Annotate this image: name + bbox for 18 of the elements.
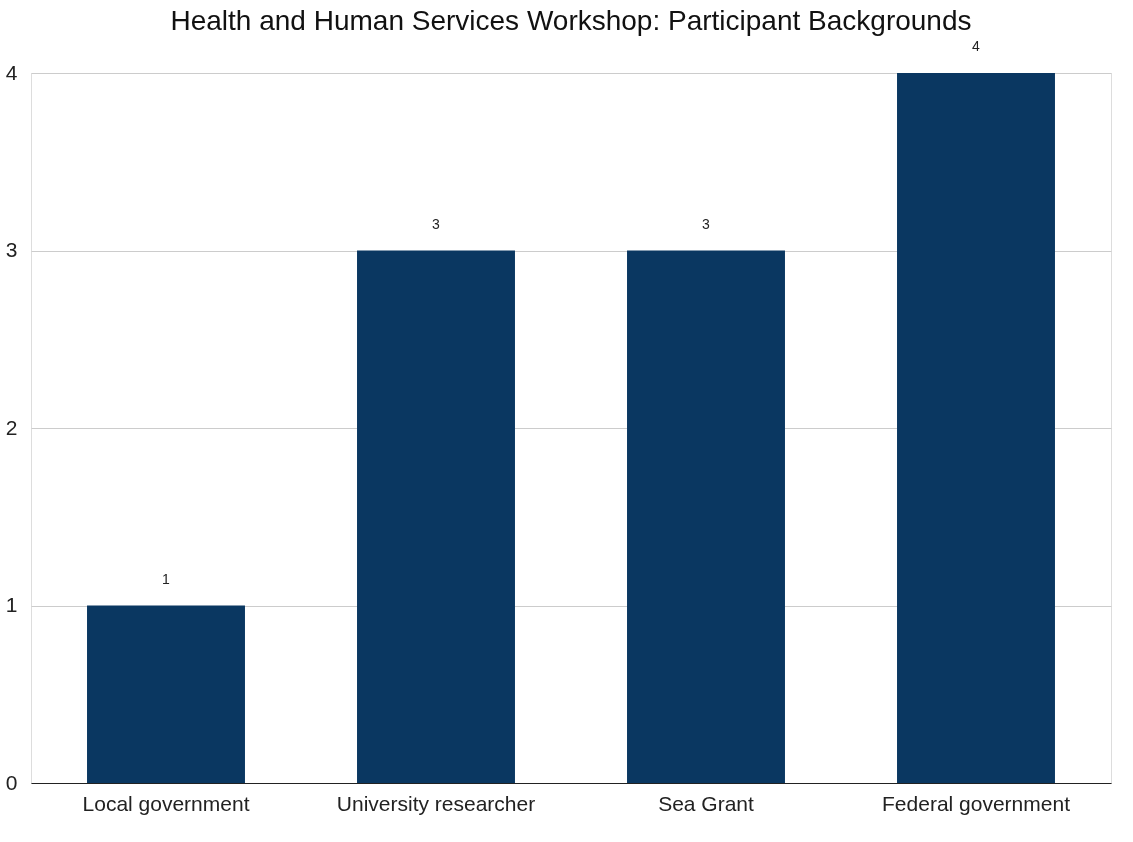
x-tick-label: Local government [82,791,250,815]
chart-title: Health and Human Services Workshop: Participant Backgrounds [170,5,972,36]
x-tick-label: Federal government [882,791,1071,815]
x-tick-label: University researcher [336,791,536,815]
y-tick-label: 4 [5,60,18,84]
data-label: 3 [432,215,441,232]
data-label: 3 [702,215,711,232]
y-tick-label: 3 [5,238,18,261]
bar [87,605,245,783]
y-tick-label: 1 [5,593,18,616]
data-label: 1 [162,570,171,587]
x-tick-label: Sea Grant [658,791,755,815]
y-tick-label: 2 [5,415,18,439]
y-tick-label: 0 [5,770,18,794]
bar [357,250,515,783]
data-label: 4 [972,38,981,54]
bar [897,73,1055,783]
bar [627,250,785,783]
